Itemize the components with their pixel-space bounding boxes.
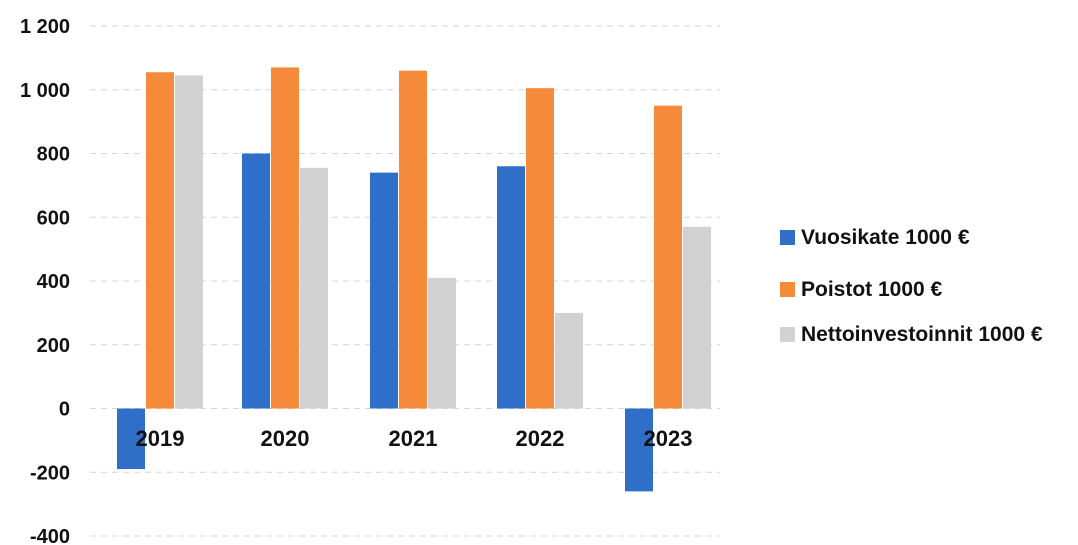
legend: Vuosikate 1000 € Poistot 1000 € Nettoinves… (780, 226, 1043, 346)
bar (117, 408, 145, 470)
x-category-label: 2019 (136, 426, 185, 451)
legend-swatch (780, 230, 795, 245)
bar (526, 88, 554, 409)
bar (428, 277, 456, 409)
legend-label: Poistot 1000 € (801, 278, 943, 301)
bar (175, 75, 203, 409)
bar (497, 166, 525, 409)
y-axis-ticks: 1 200 1 000 800 600 400 200 0 -200 -400 (20, 16, 70, 545)
y-tick-label: 200 (37, 335, 70, 357)
bars (117, 67, 711, 492)
bar (146, 72, 174, 409)
y-tick-label: 1 200 (20, 16, 70, 38)
y-tick-label: -200 (30, 462, 70, 484)
legend-swatch (780, 327, 795, 342)
x-category-label: 2020 (261, 426, 310, 451)
legend-label: Nettoinvestoinnit 1000 € (801, 323, 1043, 346)
y-tick-label: 800 (37, 144, 70, 166)
bar (370, 172, 398, 409)
y-tick-label: 400 (37, 271, 70, 293)
bar (399, 70, 427, 409)
x-category-label: 2021 (389, 426, 438, 451)
bar (242, 153, 270, 409)
bar (654, 105, 682, 409)
legend-swatch (780, 282, 795, 297)
x-axis-categories: 2019 2020 2021 2022 2023 (136, 426, 693, 451)
legend-label: Vuosikate 1000 € (801, 226, 970, 249)
bar (300, 167, 328, 409)
bar (625, 408, 653, 492)
bar (271, 67, 299, 409)
y-tick-label: -400 (30, 526, 70, 545)
y-tick-label: 1 000 (20, 80, 70, 102)
x-category-label: 2022 (516, 426, 565, 451)
y-tick-label: 600 (37, 207, 70, 229)
bar (555, 312, 583, 409)
y-tick-label: 0 (59, 399, 70, 421)
bar (683, 226, 711, 409)
x-category-label: 2023 (644, 426, 693, 451)
